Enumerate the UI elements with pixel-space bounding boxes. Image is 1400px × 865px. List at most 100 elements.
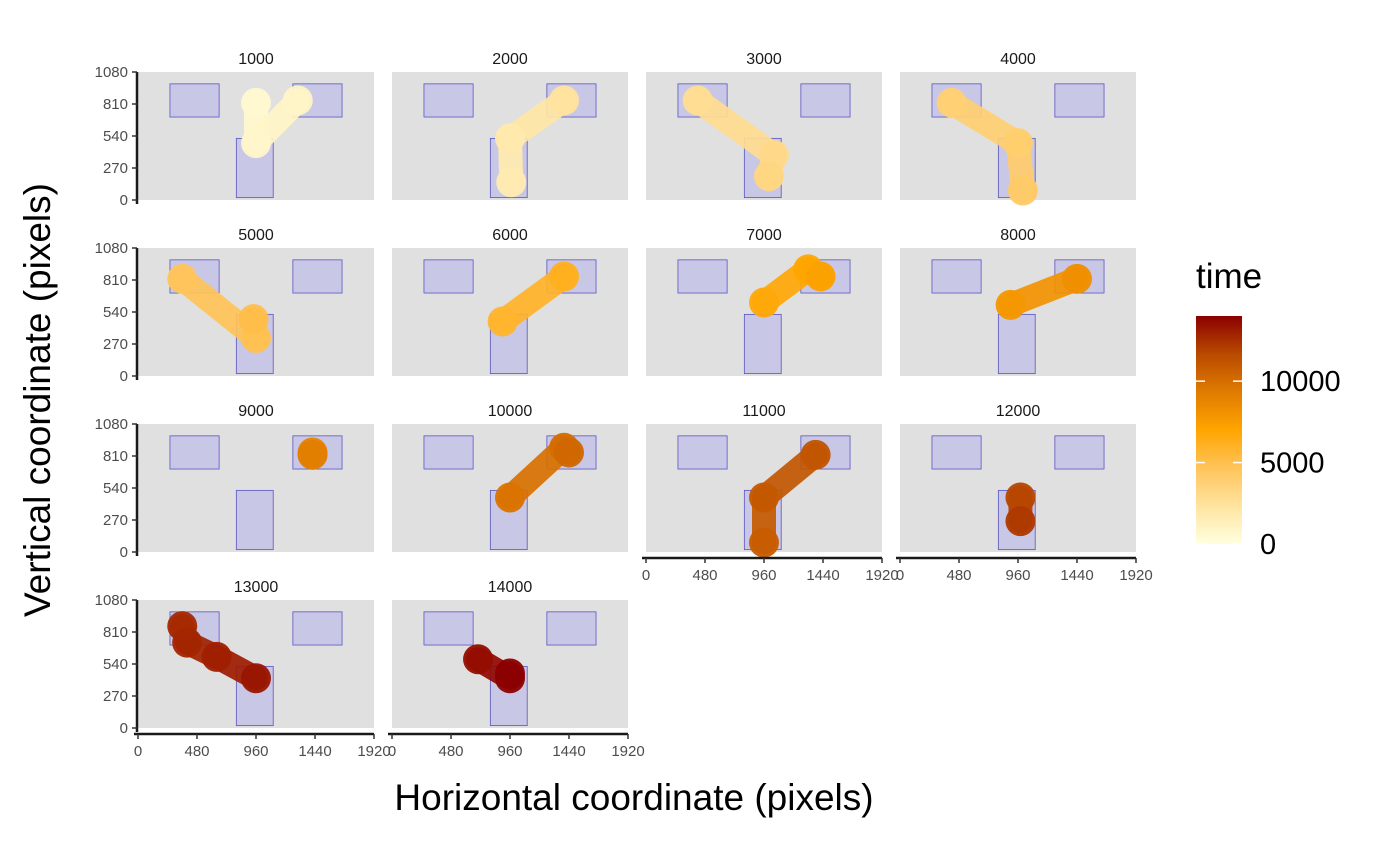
facet-panel-1000: 1000 0 270 540 810 1080 bbox=[95, 51, 374, 209]
y-tick-label: 540 bbox=[103, 128, 128, 145]
facet-title: 1000 bbox=[238, 51, 274, 68]
x-tick-label: 960 bbox=[243, 743, 268, 760]
y-tick-label: 270 bbox=[103, 512, 128, 529]
facet-title: 11000 bbox=[742, 403, 785, 420]
gaze-point bbox=[241, 128, 271, 159]
gaze-point bbox=[241, 87, 271, 118]
aoi-left bbox=[423, 83, 474, 118]
legend-tick-label: 5000 bbox=[1260, 448, 1325, 480]
gaze-point bbox=[495, 658, 525, 689]
aoi-bottom bbox=[997, 313, 1036, 375]
aoi-right bbox=[292, 259, 343, 294]
gaze-point bbox=[297, 439, 328, 470]
facet-panel-3000: 3000 bbox=[646, 51, 882, 200]
facet-panel-11000: 11000 0 480 960 1440 1920 bbox=[642, 403, 899, 584]
gaze-point bbox=[463, 644, 494, 675]
aoi-right bbox=[800, 83, 851, 118]
aoi-left bbox=[169, 83, 220, 118]
x-tick-label: 480 bbox=[692, 567, 717, 584]
gaze-point bbox=[753, 161, 784, 192]
aoi-left bbox=[423, 611, 474, 646]
y-tick-label: 540 bbox=[103, 656, 128, 673]
gaze-point bbox=[1005, 506, 1036, 537]
gaze-point bbox=[1003, 128, 1033, 159]
x-tick-label: 1440 bbox=[806, 567, 839, 584]
y-tick-label: 540 bbox=[103, 304, 128, 321]
y-tick-label: 1080 bbox=[95, 64, 128, 81]
y-tick-label: 810 bbox=[103, 448, 128, 465]
facet-title: 10000 bbox=[488, 403, 533, 420]
y-tick-label: 0 bbox=[120, 544, 128, 561]
y-tick-label: 0 bbox=[120, 368, 128, 385]
y-tick-label: 810 bbox=[103, 624, 128, 641]
aoi-right bbox=[1054, 83, 1105, 118]
aoi-left bbox=[931, 435, 982, 470]
facet-title: 9000 bbox=[238, 403, 274, 420]
gaze-point bbox=[496, 167, 527, 198]
x-tick-label: 480 bbox=[946, 567, 971, 584]
color-legend: time 0 5000 10000 bbox=[1196, 257, 1341, 561]
aoi-right bbox=[1054, 435, 1105, 470]
y-tick-label: 270 bbox=[103, 688, 128, 705]
gaze-point bbox=[549, 261, 580, 292]
gaze-point bbox=[549, 85, 580, 116]
facet-title: 7000 bbox=[746, 227, 782, 244]
gaze-point bbox=[1005, 482, 1036, 513]
legend-title: time bbox=[1196, 257, 1262, 296]
gaze-point bbox=[282, 85, 313, 116]
gaze-point bbox=[554, 437, 584, 468]
legend-tick-label: 0 bbox=[1260, 529, 1276, 561]
gaze-point bbox=[749, 527, 779, 558]
gaze-point bbox=[995, 289, 1026, 320]
facet-panel-7000: 7000 bbox=[646, 227, 882, 376]
facet-panel-4000: 4000 bbox=[900, 51, 1136, 206]
facet-panel-12000: 12000 0 480 960 1440 1920 bbox=[896, 403, 1153, 584]
x-tick-label: 480 bbox=[184, 743, 209, 760]
gaze-point bbox=[172, 627, 203, 658]
x-tick-label: 1920 bbox=[357, 743, 390, 760]
y-tick-label: 0 bbox=[120, 720, 128, 737]
aoi-right bbox=[546, 611, 597, 646]
legend-ticks: 0 5000 10000 bbox=[1196, 366, 1341, 561]
x-tick-label: 1920 bbox=[1119, 567, 1152, 584]
x-tick-label: 960 bbox=[751, 567, 776, 584]
x-tick-label: 1440 bbox=[1060, 567, 1093, 584]
y-tick-label: 270 bbox=[103, 160, 128, 177]
y-tick-label: 540 bbox=[103, 480, 128, 497]
x-tick-label: 960 bbox=[1005, 567, 1030, 584]
gaze-segment bbox=[685, 88, 786, 167]
x-tick-label: 0 bbox=[896, 567, 904, 584]
y-axis-title: Vertical coordinate (pixels) bbox=[17, 183, 58, 617]
x-axis-title: Horizontal coordinate (pixels) bbox=[394, 777, 873, 818]
gaze-point bbox=[167, 263, 198, 294]
facet-title: 4000 bbox=[1000, 51, 1036, 68]
facet-title: 12000 bbox=[996, 403, 1041, 420]
y-tick-label: 0 bbox=[120, 192, 128, 209]
gaze-point bbox=[682, 85, 713, 116]
x-tick-label: 0 bbox=[642, 567, 650, 584]
gaze-point bbox=[495, 482, 525, 513]
gaze-point bbox=[487, 306, 518, 337]
facet-panel-5000: 5000 0 270 540 810 1080 bbox=[95, 227, 374, 385]
gaze-point bbox=[749, 287, 779, 318]
facet-title: 13000 bbox=[234, 579, 279, 596]
gaze-point bbox=[241, 663, 271, 694]
y-tick-label: 810 bbox=[103, 272, 128, 289]
gaze-point bbox=[1007, 175, 1038, 206]
aoi-bottom bbox=[235, 489, 274, 551]
x-tick-label: 1440 bbox=[552, 743, 585, 760]
facet-panel-8000: 8000 bbox=[900, 227, 1136, 376]
aoi-left bbox=[677, 435, 728, 470]
y-tick-label: 270 bbox=[103, 336, 128, 353]
facet-title: 6000 bbox=[492, 227, 528, 244]
y-tick-label: 1080 bbox=[95, 592, 128, 609]
aoi-left bbox=[423, 435, 474, 470]
y-tick-label: 810 bbox=[103, 96, 128, 113]
aoi-left bbox=[423, 259, 474, 294]
legend-colorbar bbox=[1196, 316, 1242, 544]
y-tick-label: 1080 bbox=[95, 416, 128, 433]
x-tick-label: 0 bbox=[388, 743, 396, 760]
gaze-point bbox=[238, 304, 269, 335]
aoi-right bbox=[292, 611, 343, 646]
